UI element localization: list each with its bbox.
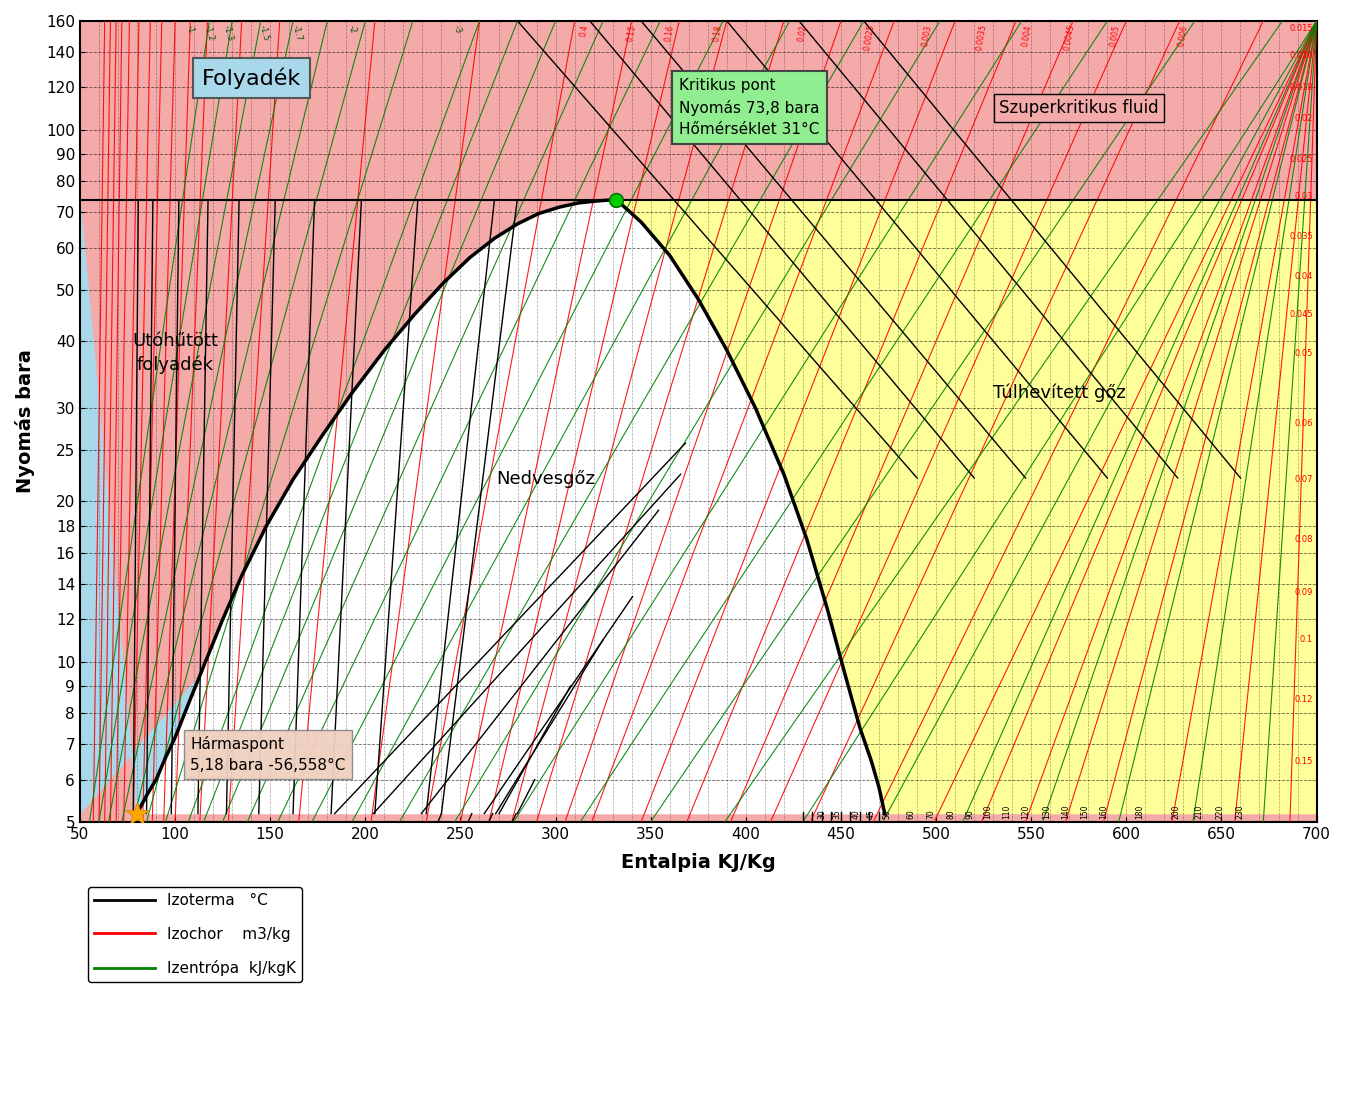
Text: 0.006: 0.006 — [1176, 24, 1190, 47]
Text: 0.09: 0.09 — [1295, 587, 1312, 597]
Text: 160: 160 — [1098, 804, 1108, 820]
Text: Kritikus pont
Nyomás 73,8 bara
Hőmérséklet 31°C: Kritikus pont Nyomás 73,8 bara Hőmérsékl… — [680, 79, 820, 136]
Text: 0.02: 0.02 — [797, 24, 809, 42]
Polygon shape — [616, 199, 1316, 813]
Y-axis label: Nyomás bara: Nyomás bara — [15, 349, 35, 493]
Text: 220: 220 — [1215, 806, 1224, 820]
Text: 0.02: 0.02 — [1295, 114, 1312, 123]
Text: 60: 60 — [907, 810, 915, 820]
Polygon shape — [79, 21, 1316, 822]
Text: Nedvesgőz: Nedvesgőz — [497, 471, 595, 489]
Text: 0.035: 0.035 — [1289, 232, 1312, 240]
Text: 0.1: 0.1 — [1300, 635, 1312, 644]
X-axis label: Entalpia KJ/Kg: Entalpia KJ/Kg — [621, 853, 775, 872]
Text: 0.15: 0.15 — [626, 24, 638, 42]
Text: 0.0045: 0.0045 — [1062, 24, 1075, 52]
Text: 30: 30 — [817, 810, 826, 820]
Text: 140: 140 — [1061, 804, 1070, 820]
Text: 0.004: 0.004 — [1022, 24, 1034, 47]
Text: 0.18: 0.18 — [712, 24, 723, 42]
Text: -1.5: -1.5 — [258, 24, 271, 42]
Text: 0.16: 0.16 — [664, 24, 676, 42]
Text: -1.2: -1.2 — [203, 24, 215, 42]
Text: 0.005: 0.005 — [1109, 24, 1121, 47]
Text: 70: 70 — [926, 810, 935, 820]
Text: 0.0025: 0.0025 — [863, 24, 876, 52]
Text: 120: 120 — [1022, 806, 1030, 820]
Text: 0.4: 0.4 — [579, 24, 590, 38]
Legend: Izoterma   °C, Izochor    m3/kg, Izentrópa  kJ/kgK: Izoterma °C, Izochor m3/kg, Izentrópa kJ… — [87, 888, 302, 983]
Text: Utóhűtött
folyadék: Utóhűtött folyadék — [132, 332, 218, 375]
Text: 0.08: 0.08 — [1295, 534, 1312, 544]
Text: 40: 40 — [852, 810, 860, 820]
Text: 0.06: 0.06 — [1295, 419, 1312, 428]
Text: 0.045: 0.045 — [1289, 309, 1312, 319]
Text: 35: 35 — [833, 810, 841, 820]
Text: -3: -3 — [451, 24, 462, 34]
Text: 0.0035: 0.0035 — [975, 24, 988, 52]
Text: 80: 80 — [946, 810, 956, 820]
Text: 0.015: 0.015 — [1289, 24, 1312, 33]
Text: 0.025: 0.025 — [1289, 155, 1312, 164]
Text: 45: 45 — [867, 810, 876, 820]
Text: 0.016: 0.016 — [1289, 51, 1312, 60]
Text: 200: 200 — [1171, 804, 1180, 820]
Text: -2: -2 — [347, 24, 358, 34]
Text: 210: 210 — [1194, 806, 1203, 820]
Text: -1.7: -1.7 — [291, 24, 303, 42]
Text: 130: 130 — [1042, 804, 1051, 820]
Text: 50: 50 — [882, 810, 891, 820]
Text: 0.003: 0.003 — [921, 24, 933, 47]
Polygon shape — [137, 199, 884, 813]
Polygon shape — [79, 199, 616, 813]
Text: Folyadék: Folyadék — [202, 68, 300, 89]
Text: -1: -1 — [184, 24, 195, 34]
Text: 110: 110 — [1001, 806, 1011, 820]
Text: 0.05: 0.05 — [1295, 349, 1312, 358]
Text: 150: 150 — [1079, 804, 1089, 820]
Text: 0.07: 0.07 — [1295, 475, 1312, 484]
Text: 0.15: 0.15 — [1295, 757, 1312, 766]
Text: 90: 90 — [966, 810, 975, 820]
Text: -1.3: -1.3 — [222, 24, 234, 42]
Text: 180: 180 — [1135, 806, 1144, 820]
Text: 230: 230 — [1236, 804, 1245, 820]
Text: 0.03: 0.03 — [1295, 192, 1312, 201]
Text: 0.04: 0.04 — [1295, 271, 1312, 280]
Text: 0.12: 0.12 — [1295, 695, 1312, 704]
Text: 0.018: 0.018 — [1289, 83, 1312, 92]
Text: Szuperkritikus fluid: Szuperkritikus fluid — [999, 99, 1159, 116]
Text: Hármaspont
5,18 bara -56,558°C: Hármaspont 5,18 bara -56,558°C — [190, 736, 346, 772]
Text: Túlhevített gőz: Túlhevített gőz — [993, 383, 1127, 402]
Text: 100: 100 — [983, 804, 992, 820]
